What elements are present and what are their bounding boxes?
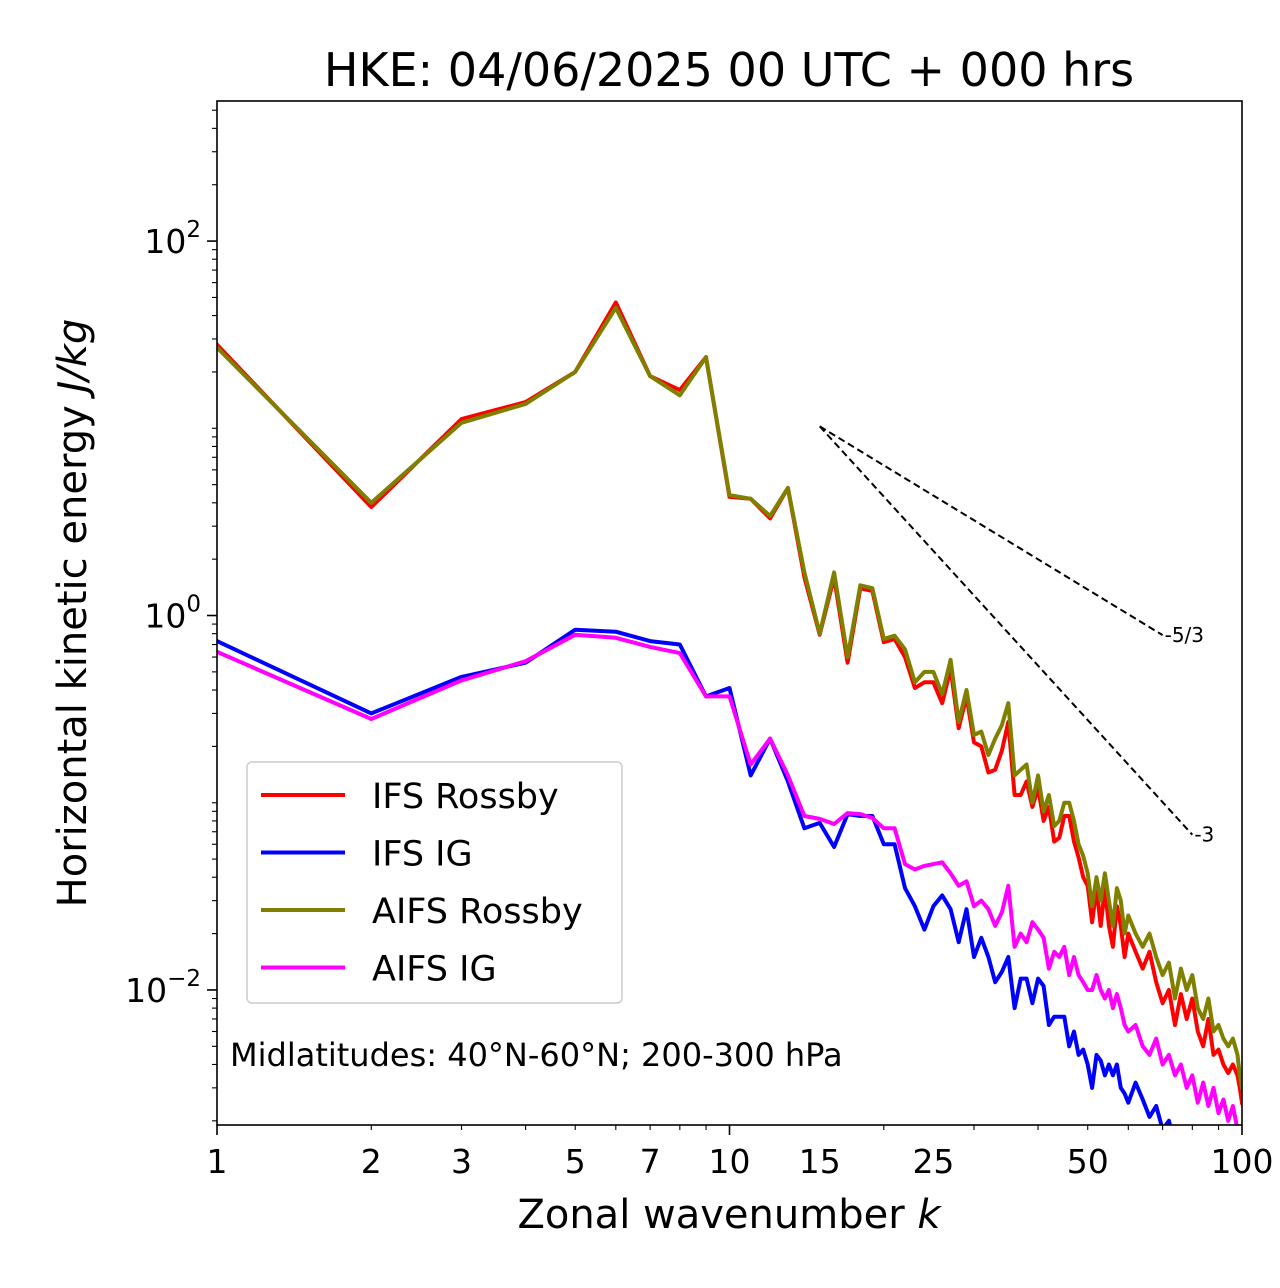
x-tick-label-10: 10 [709, 1142, 751, 1181]
x-tick-label-15: 15 [799, 1142, 841, 1181]
x-axis-label-variable: k [917, 1192, 942, 1238]
legend-frame [246, 761, 623, 1004]
x-tick-label-1: 1 [207, 1142, 228, 1181]
y-axis-label: Horizontal kinetic energy J/kg [50, 319, 96, 908]
series-line-ifs-ig [217, 627, 1173, 1125]
series-line-aifs-rossby [217, 305, 1242, 1091]
x-tick-label-3: 3 [451, 1142, 472, 1181]
x-tick-label-7: 7 [640, 1142, 661, 1181]
y-tick-label: 100 [144, 592, 201, 636]
slope-line--3 [819, 425, 1194, 836]
x-tick-label-5: 5 [565, 1142, 586, 1181]
slope-label--3: -3 [1194, 823, 1214, 847]
series-line-aifs-ig [217, 632, 1239, 1125]
slope-label--5-3: -5/3 [1165, 623, 1204, 647]
y-ticks: 10−2 100 102 [125, 109, 217, 1122]
chart-title: HKE: 04/06/2025 00 UTC + 000 hrs [324, 43, 1134, 97]
legend-label-ifs-rossby: IFS Rossby [372, 777, 559, 817]
y-axis-label-unit: J/kg [50, 319, 96, 400]
x-tick-label-2: 2 [361, 1142, 382, 1181]
y-tick-label: 102 [144, 217, 201, 261]
x-axis-label-text: Zonal wavenumber [517, 1192, 917, 1238]
y-axis-label-text: Horizontal kinetic energy [50, 393, 96, 908]
x-tick-label-25: 25 [912, 1142, 954, 1181]
reference-labels: -5/3 -3 [1165, 623, 1215, 847]
y-tick-label: 10−2 [125, 966, 201, 1010]
reference-lines [819, 425, 1194, 836]
x-tick-label-100: 100 [1211, 1142, 1274, 1181]
legend-label-aifs-ig: AIFS IG [372, 950, 497, 990]
data-series [217, 300, 1242, 1125]
legend-label-aifs-rossby: AIFS Rossby [372, 892, 583, 932]
x-tick-label-50: 50 [1067, 1142, 1109, 1181]
slope-line--5-3 [819, 425, 1164, 636]
region-annotation: Midlatitudes: 40°N-60°N; 200-300 hPa [230, 1036, 843, 1074]
x-axis-label: Zonal wavenumber k [517, 1192, 942, 1238]
x-ticks: 1 2 3 5 7 10 15 25 50 100 [207, 1125, 1274, 1181]
legend: IFS Rossby IFS IG AIFS Rossby AIFS IG [246, 761, 623, 1004]
legend-label-ifs-ig: IFS IG [372, 835, 473, 875]
